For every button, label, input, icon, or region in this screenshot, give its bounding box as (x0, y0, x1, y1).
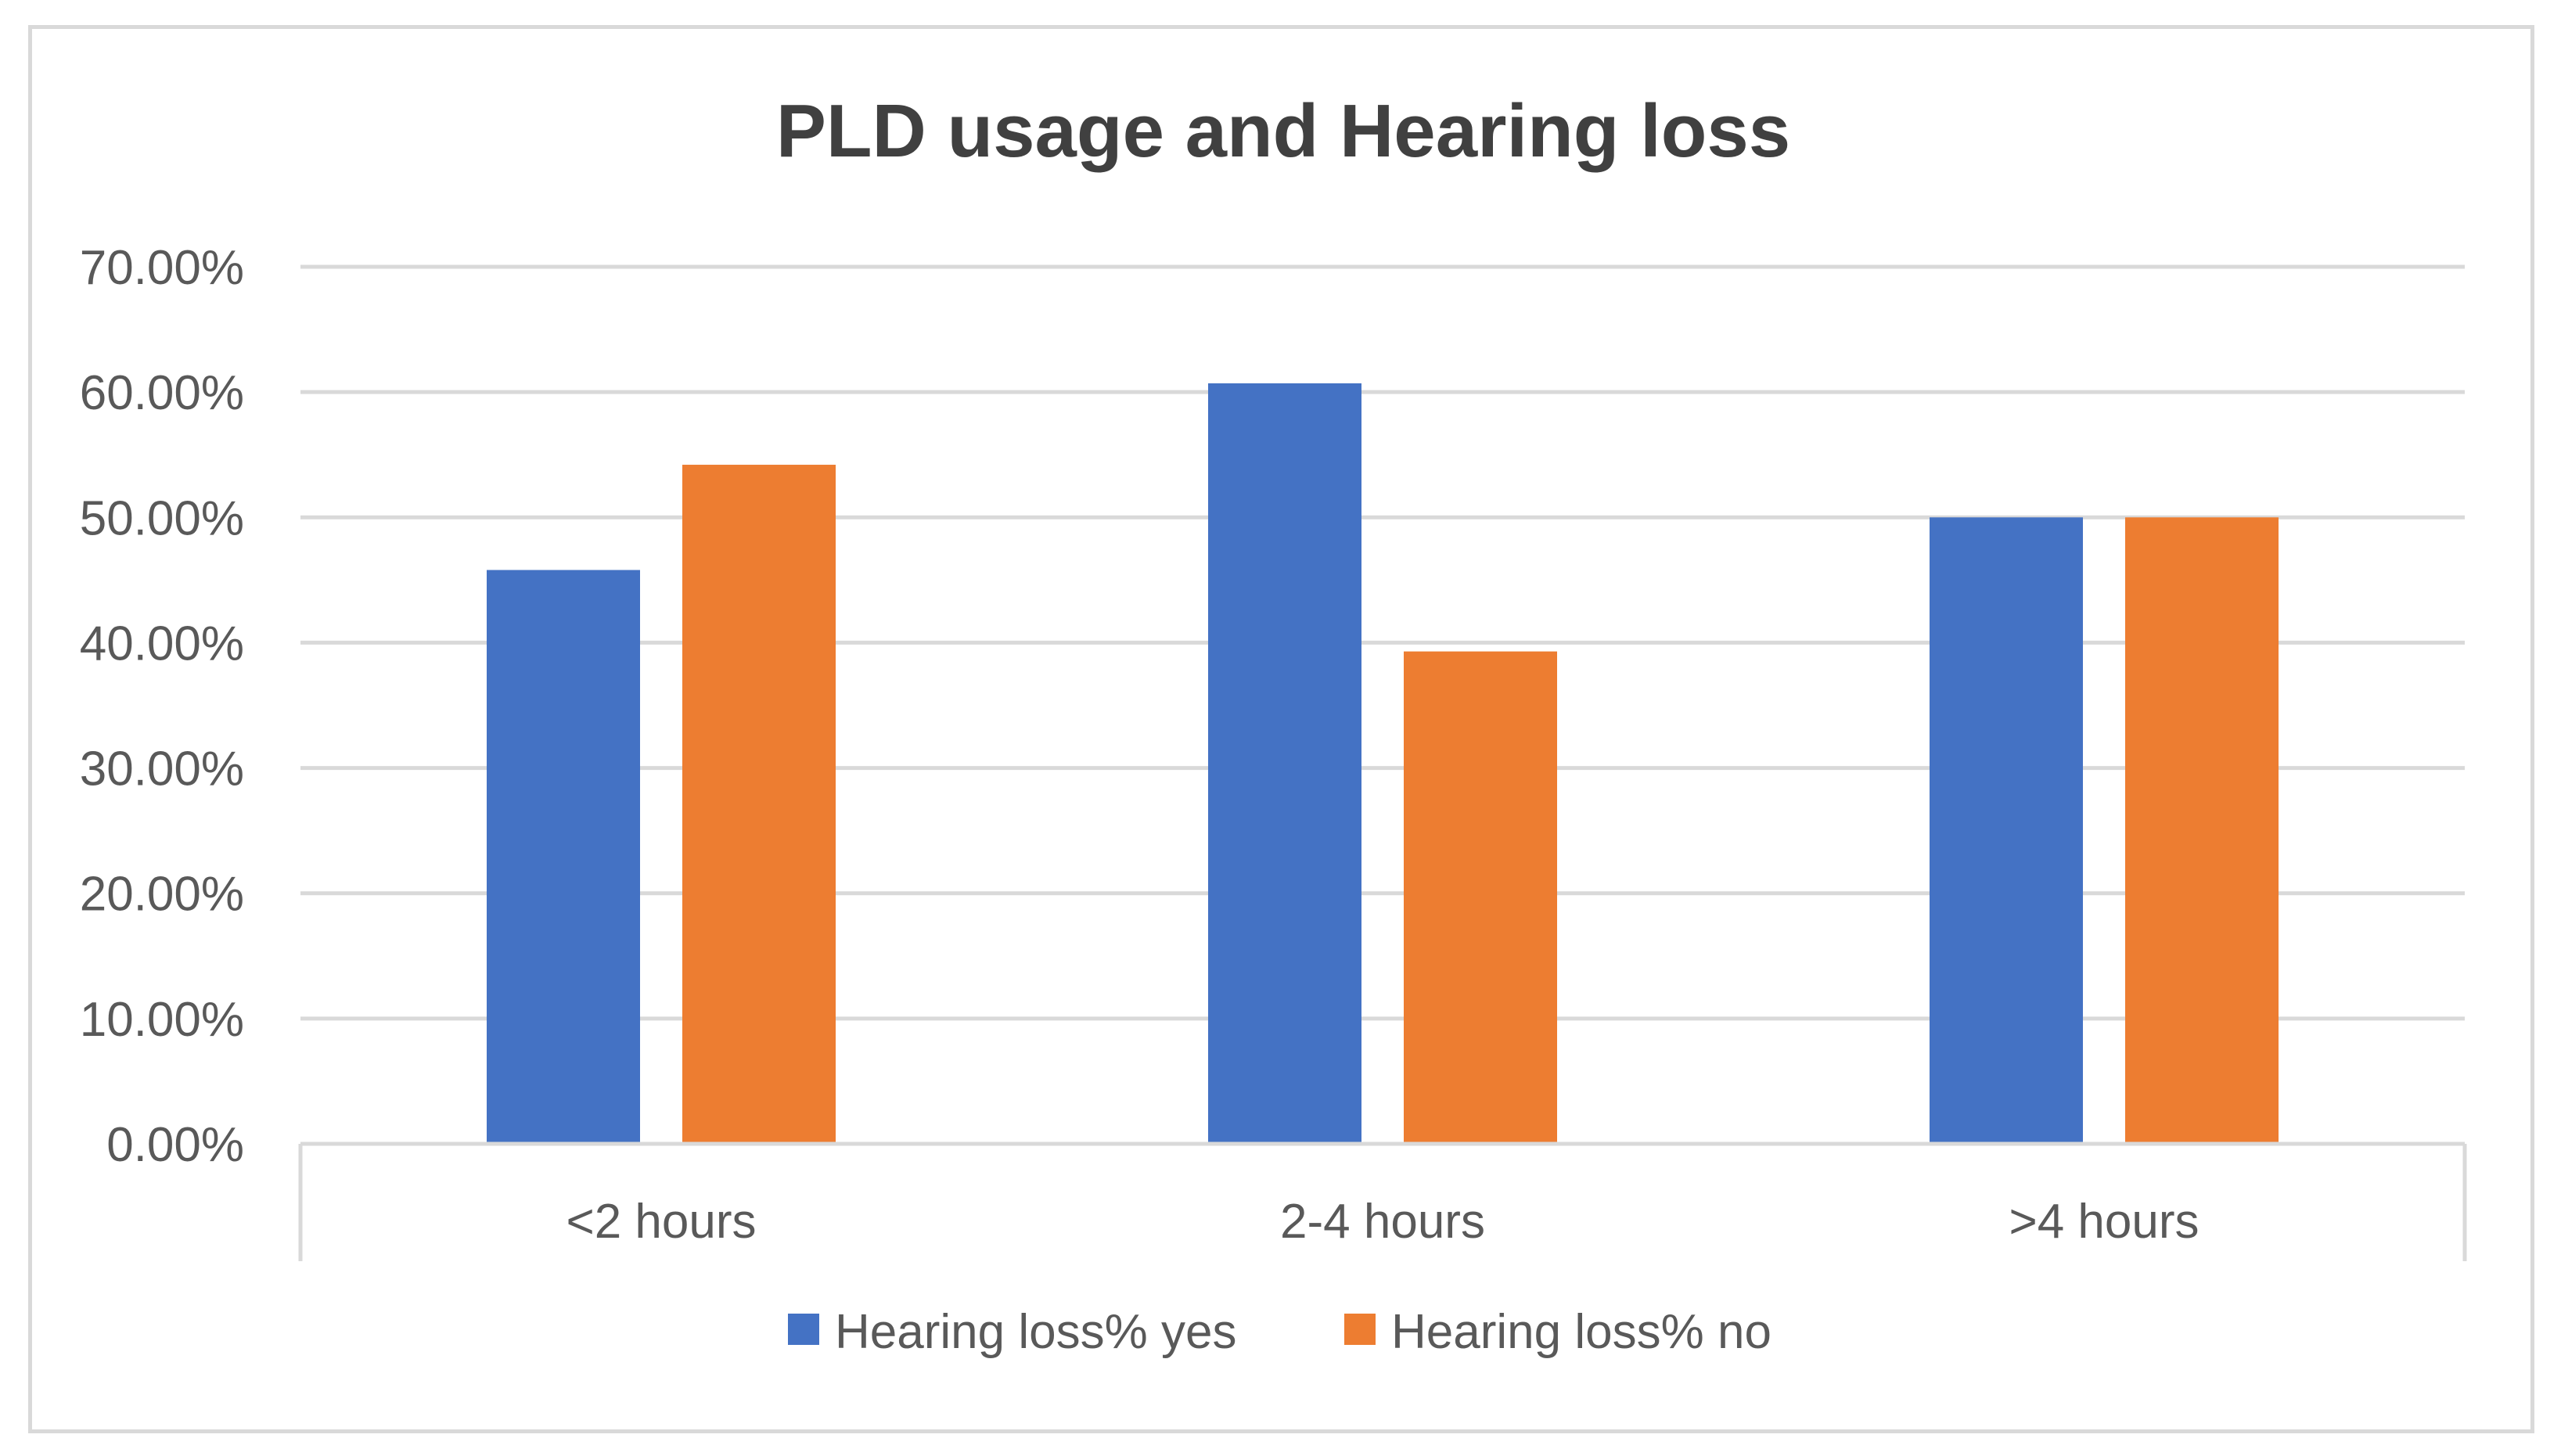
x-category-label: 2-4 hours (1280, 1195, 1485, 1249)
x-axis (298, 1141, 2467, 1261)
y-tick-label: 40.00% (80, 617, 244, 670)
x-category-label: >4 hours (2009, 1195, 2199, 1249)
legend-label: Hearing loss% yes (835, 1305, 1236, 1359)
y-tick-label: 10.00% (80, 993, 244, 1047)
y-axis-tick-labels: 0.00% 10.00% 20.00% 30.00% 40.00% 50.00% 60.00… (80, 241, 244, 1172)
bar-no-2 (2125, 517, 2279, 1144)
y-tick-label: 70.00% (80, 241, 244, 295)
y-tick-label: 30.00% (80, 742, 244, 796)
legend-swatch (788, 1314, 819, 1345)
legend: Hearing loss% yes Hearing loss% no (788, 1305, 1771, 1359)
bar-yes-2 (1930, 517, 2083, 1144)
y-tick-label: 0.00% (106, 1118, 244, 1172)
y-tick-label: 50.00% (80, 491, 244, 545)
legend-swatch (1344, 1314, 1376, 1345)
bar-no-1 (1404, 651, 1557, 1144)
bars (487, 383, 2279, 1144)
x-axis-category-labels: <2 hours 2-4 hours >4 hours (566, 1195, 2199, 1249)
y-tick-label: 20.00% (80, 868, 244, 922)
gridlines (300, 264, 2465, 1021)
x-category-label: <2 hours (566, 1195, 756, 1249)
y-tick-label: 60.00% (80, 366, 244, 420)
legend-label: Hearing loss% no (1391, 1305, 1771, 1359)
bar-yes-0 (487, 570, 640, 1144)
bar-yes-1 (1208, 383, 1361, 1144)
chart-title: PLD usage and Hearing loss (776, 89, 1790, 173)
bar-no-0 (682, 465, 836, 1144)
